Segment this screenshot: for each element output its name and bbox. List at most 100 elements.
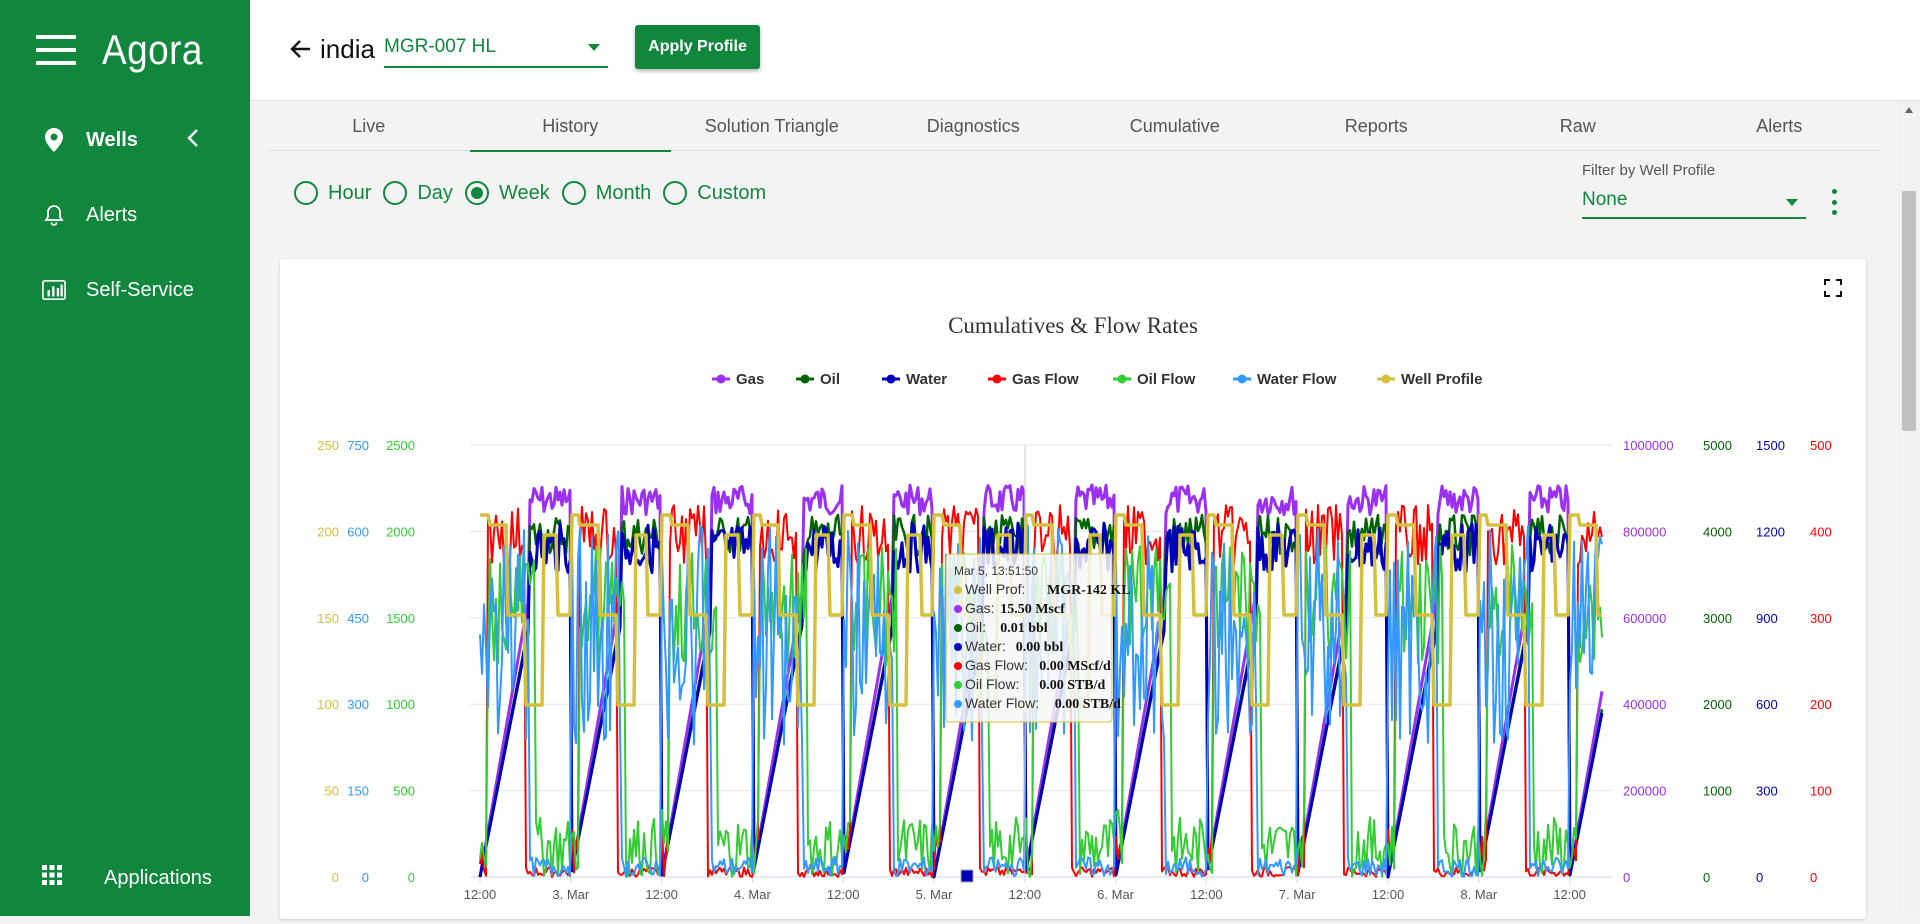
profile-select[interactable]: MGR-007 HL — [384, 30, 608, 68]
radio-circle[interactable] — [464, 181, 489, 205]
y-axis-tick-label: 2500 — [386, 438, 415, 453]
hamburger-menu-icon[interactable] — [36, 35, 76, 65]
legend-marker — [1381, 374, 1391, 384]
tab-live[interactable]: Live — [352, 115, 386, 136]
y-axis-tick-label: 150 — [317, 611, 339, 626]
y-axis-tick-label: 0 — [1756, 870, 1763, 885]
tooltip-label: Oil: — [965, 619, 986, 635]
sidebar-item-self-service[interactable]: Self-Service — [0, 266, 250, 314]
chevron-down-icon — [588, 44, 600, 51]
bottom-handle-icon — [960, 869, 974, 883]
y-axis-tick-label: 600 — [347, 524, 369, 539]
series-well-profile-line — [480, 513, 1602, 707]
y-axis-tick-label: 100 — [317, 697, 339, 712]
tooltip-value: 15.50 Mscf — [1000, 602, 1065, 617]
legend-item: Gas Flow — [1012, 371, 1079, 388]
y-axis-tick-label: 0 — [332, 870, 339, 885]
scroll-up-icon[interactable] — [1905, 107, 1913, 113]
radio-circle[interactable] — [294, 181, 318, 205]
filter-select[interactable]: None — [1582, 185, 1806, 219]
tab-history[interactable]: History — [469, 101, 672, 152]
y-axis-tick-label: 100 — [1810, 784, 1832, 799]
y-axis-tick-label: 300 — [347, 697, 369, 712]
radio-custom[interactable]: Custom — [663, 181, 766, 205]
y-axis-tick-label: 600 — [1756, 697, 1778, 712]
well-profile-filter: Filter by Well Profile None — [1582, 162, 1806, 219]
tooltip-title: Mar 5, 13:51:50 — [954, 564, 1038, 578]
sidebar-header: Agora — [0, 0, 250, 100]
radio-label: Month — [595, 181, 652, 204]
apply-profile-button[interactable]: Apply Profile — [635, 25, 760, 69]
profile-select-value: MGR-007 HL — [384, 36, 496, 57]
time-range-selector: Hour Day Week Month Custom — [294, 181, 778, 205]
x-axis-tick-label: 8. Mar — [1460, 887, 1498, 902]
y-axis-tick-label: 600000 — [1623, 611, 1666, 626]
sidebar-item-label: Alerts — [86, 203, 138, 226]
tooltip-label: Water Flow: — [965, 695, 1039, 711]
collapse-chevron-icon[interactable] — [186, 128, 200, 154]
tooltip-value: 0.00 bbl — [1016, 640, 1064, 655]
y-axis-tick-label: 400 — [1810, 524, 1832, 539]
more-options-icon[interactable] — [1829, 189, 1839, 215]
tooltip-value: 0.01 bbl — [1000, 621, 1048, 636]
legend-marker — [1237, 374, 1247, 384]
main-content: Live History Solution Triangle Diagnostics C… — [268, 101, 1880, 919]
tab-reports[interactable]: Reports — [1344, 115, 1408, 136]
scrollbar-thumb[interactable] — [1902, 191, 1916, 431]
tooltip-marker — [954, 700, 962, 708]
radio-circle[interactable] — [383, 181, 408, 205]
tab-alerts[interactable]: Alerts — [1756, 115, 1803, 136]
radio-month[interactable]: Month — [561, 181, 652, 205]
radio-circle[interactable] — [663, 181, 688, 205]
legend-item: Oil Flow — [1137, 371, 1196, 388]
tooltip-marker — [954, 605, 962, 613]
sidebar-item-label: Wells — [86, 128, 138, 151]
y-axis-tick-label: 0 — [1623, 870, 1630, 885]
x-axis-tick-label: 12:00 — [1372, 887, 1405, 902]
legend-marker — [800, 374, 810, 384]
chart-card: Cumulatives & Flow Rates Gas Oil Water Gas F… — [280, 259, 1866, 919]
radio-label: Custom — [697, 181, 767, 204]
tab-cumulative[interactable]: Cumulative — [1129, 115, 1220, 136]
sidebar-item-wells[interactable]: Wells — [0, 116, 250, 164]
radio-label: Day — [417, 181, 453, 204]
tooltip-marker — [954, 586, 962, 594]
y-axis-tick-label: 2000 — [1703, 697, 1732, 712]
tooltip-label: Gas: — [965, 600, 995, 616]
y-axis-tick-label: 200 — [1810, 697, 1832, 712]
y-axis-tick-label: 900 — [1756, 611, 1778, 626]
apps-grid-icon — [42, 865, 62, 891]
tooltip-value: MGR-142 KL — [1047, 583, 1131, 598]
tab-diagnostics[interactable]: Diagnostics — [926, 115, 1020, 136]
y-axis-tick-label: 0 — [1810, 870, 1817, 885]
sidebar-item-label: Self-Service — [86, 278, 194, 301]
legend-item: Gas — [736, 371, 764, 388]
tooltip-label: Water: — [965, 638, 1006, 654]
back-arrow-icon[interactable] — [288, 36, 314, 62]
y-axis-tick-label: 1500 — [1756, 438, 1785, 453]
tooltip-marker — [954, 643, 962, 651]
radio-week[interactable]: Week — [464, 181, 550, 205]
tooltip-marker — [954, 624, 962, 632]
legend-marker — [716, 374, 726, 384]
page-scrollbar[interactable] — [1898, 101, 1920, 916]
sidebar-item-applications[interactable]: Applications — [0, 854, 250, 902]
tab-solution-triangle[interactable]: Solution Triangle — [704, 115, 839, 136]
radio-hour[interactable]: Hour — [294, 181, 371, 205]
legend-marker — [992, 374, 1002, 384]
y-axis-tick-label: 1200 — [1756, 524, 1785, 539]
tooltip-box — [945, 553, 1113, 723]
y-axis-tick-label: 250 — [317, 438, 339, 453]
filter-select-value: None — [1582, 189, 1628, 210]
app-logo: Agora — [102, 26, 203, 73]
sidebar-item-alerts[interactable]: Alerts — [0, 191, 250, 239]
fullscreen-icon[interactable] — [1824, 279, 1842, 297]
bell-icon — [42, 203, 66, 227]
radio-label: Week — [498, 181, 550, 204]
tooltip-label: Well Prof: — [965, 581, 1025, 597]
tab-raw[interactable]: Raw — [1559, 115, 1596, 136]
y-axis-tick-label: 200000 — [1623, 784, 1666, 799]
radio-day[interactable]: Day — [383, 181, 453, 205]
y-axis-tick-label: 4000 — [1703, 524, 1732, 539]
radio-circle[interactable] — [561, 181, 586, 205]
